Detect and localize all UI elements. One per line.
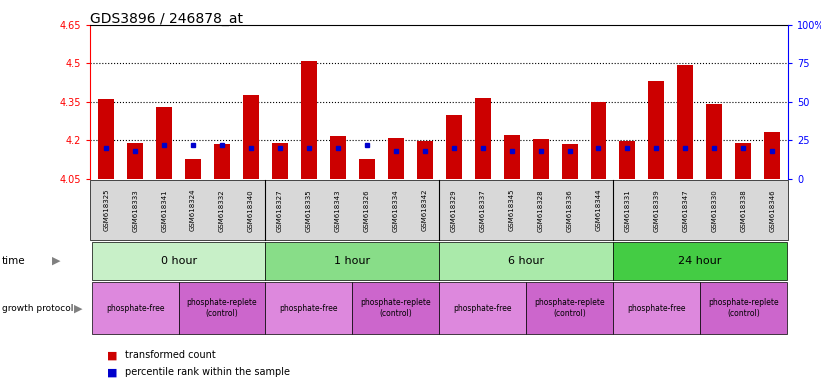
Text: GDS3896 / 246878_at: GDS3896 / 246878_at — [90, 12, 243, 25]
Bar — [446, 114, 461, 179]
Text: GSM618339: GSM618339 — [654, 189, 659, 232]
Bar — [388, 137, 404, 179]
Text: ■: ■ — [107, 367, 117, 377]
Text: phosphate-replete
(control): phosphate-replete (control) — [360, 298, 431, 318]
Text: phosphate-free: phosphate-free — [106, 304, 164, 313]
Text: phosphate-free: phosphate-free — [280, 304, 338, 313]
Bar — [214, 144, 230, 179]
Text: GSM618328: GSM618328 — [538, 189, 544, 232]
Bar — [186, 159, 201, 179]
Text: GSM618334: GSM618334 — [392, 189, 399, 232]
Text: GSM618324: GSM618324 — [190, 189, 196, 232]
Text: GSM618331: GSM618331 — [625, 189, 631, 232]
Text: GSM618326: GSM618326 — [364, 189, 369, 232]
Text: GSM618338: GSM618338 — [741, 189, 746, 232]
Text: GSM618340: GSM618340 — [248, 189, 254, 232]
Bar — [417, 141, 433, 179]
Text: phosphate-replete
(control): phosphate-replete (control) — [534, 298, 605, 318]
Text: GSM618332: GSM618332 — [219, 189, 225, 232]
Bar — [272, 143, 288, 179]
Bar — [475, 98, 491, 179]
Text: GSM618336: GSM618336 — [566, 189, 572, 232]
Text: GSM618345: GSM618345 — [509, 189, 515, 232]
Text: 0 hour: 0 hour — [161, 256, 197, 266]
Text: ■: ■ — [107, 350, 117, 360]
Text: ▶: ▶ — [74, 303, 82, 313]
Text: ▶: ▶ — [52, 256, 60, 266]
Bar — [590, 102, 607, 179]
Text: GSM618344: GSM618344 — [595, 189, 602, 232]
Bar — [503, 135, 520, 179]
Bar — [127, 143, 143, 179]
Text: GSM618330: GSM618330 — [711, 189, 718, 232]
Bar — [301, 61, 317, 179]
Text: GSM618327: GSM618327 — [277, 189, 283, 232]
Text: time: time — [2, 256, 25, 266]
Text: GSM618333: GSM618333 — [132, 189, 138, 232]
Text: GSM618325: GSM618325 — [103, 189, 109, 232]
Text: GSM618329: GSM618329 — [451, 189, 456, 232]
Bar — [156, 107, 172, 179]
Text: growth protocol: growth protocol — [2, 304, 73, 313]
Bar — [736, 143, 751, 179]
Text: phosphate-replete
(control): phosphate-replete (control) — [708, 298, 778, 318]
Bar — [620, 141, 635, 179]
Text: phosphate-free: phosphate-free — [453, 304, 512, 313]
Bar — [99, 99, 114, 179]
Text: GSM618343: GSM618343 — [335, 189, 341, 232]
Bar — [359, 159, 375, 179]
Text: GSM618337: GSM618337 — [479, 189, 486, 232]
Bar — [649, 81, 664, 179]
Bar — [533, 139, 548, 179]
Text: GSM618347: GSM618347 — [682, 189, 688, 232]
Text: phosphate-replete
(control): phosphate-replete (control) — [186, 298, 257, 318]
Text: GSM618335: GSM618335 — [306, 189, 312, 232]
Bar — [677, 65, 693, 179]
Text: GSM618346: GSM618346 — [769, 189, 775, 232]
Text: GSM618341: GSM618341 — [161, 189, 167, 232]
Bar — [330, 136, 346, 179]
Text: 1 hour: 1 hour — [334, 256, 370, 266]
Text: transformed count: transformed count — [125, 350, 216, 360]
Bar — [706, 104, 722, 179]
Bar — [243, 95, 259, 179]
Text: 6 hour: 6 hour — [508, 256, 544, 266]
Text: phosphate-free: phosphate-free — [627, 304, 686, 313]
Text: percentile rank within the sample: percentile rank within the sample — [125, 367, 290, 377]
Bar — [764, 132, 780, 179]
Bar — [562, 144, 577, 179]
Text: 24 hour: 24 hour — [678, 256, 722, 266]
Text: GSM618342: GSM618342 — [422, 189, 428, 232]
